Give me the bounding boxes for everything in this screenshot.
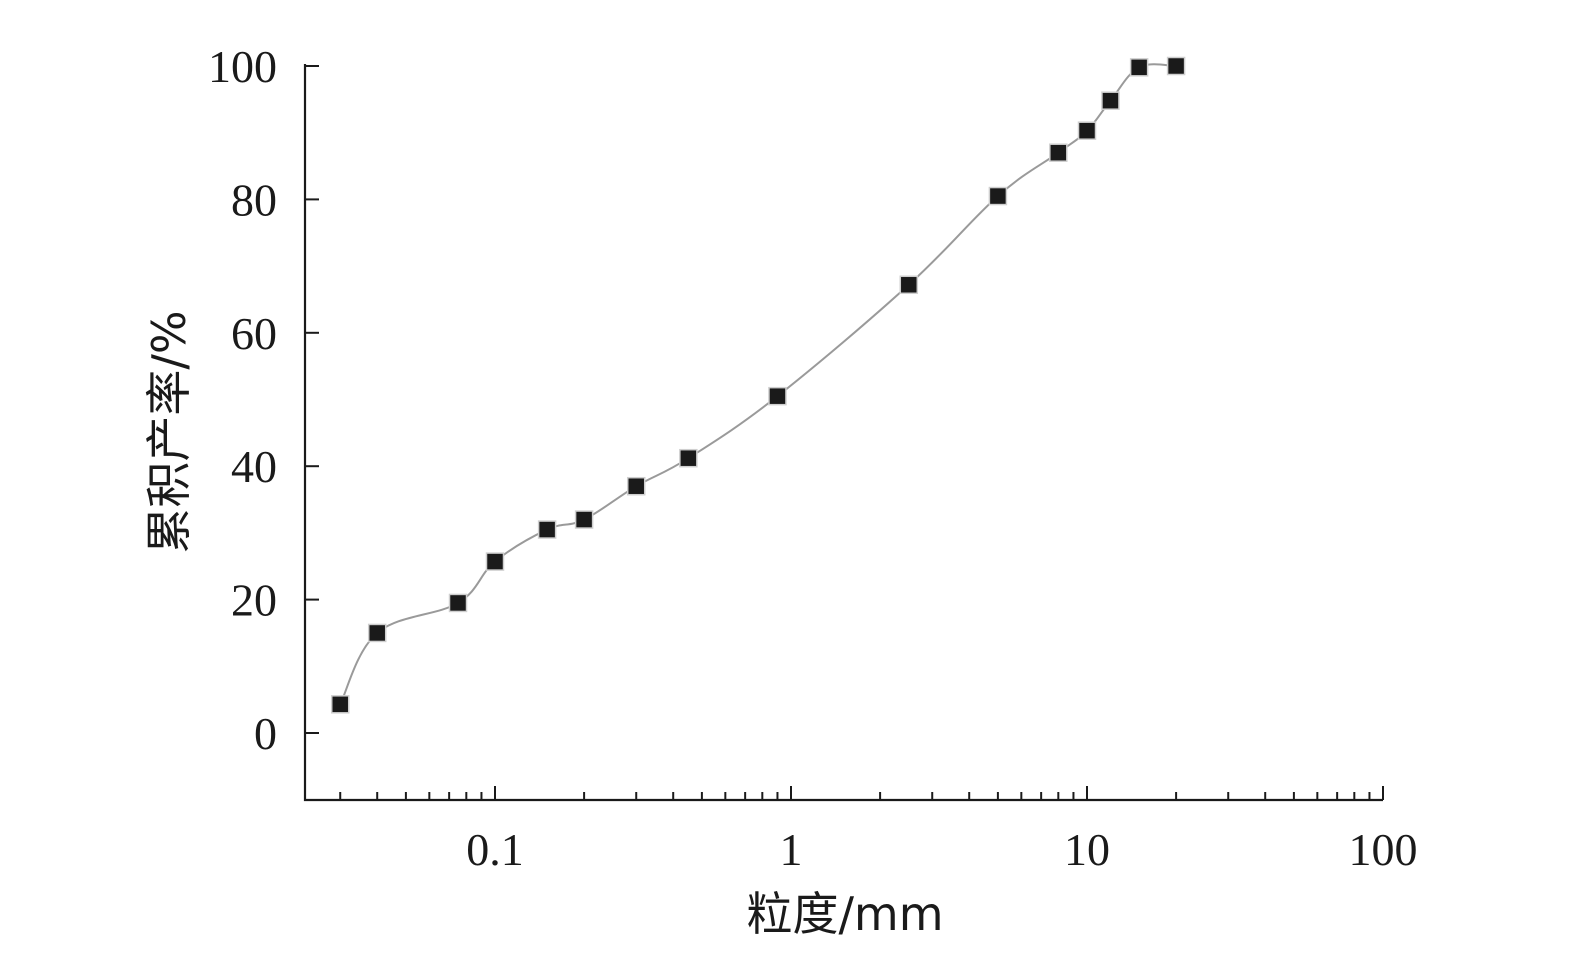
axes-frame (303, 64, 1383, 802)
data-point (1166, 56, 1186, 76)
data-point (574, 510, 594, 529)
data-point (1129, 58, 1149, 77)
y-tick-label: 100 (208, 41, 277, 92)
x-tick-label: 100 (1349, 824, 1418, 875)
data-point (367, 623, 387, 643)
x-tick-label: 10 (1064, 824, 1110, 875)
y-tick-label: 0 (254, 708, 277, 759)
y-tick-label: 20 (231, 575, 277, 626)
data-point (768, 386, 787, 406)
y-tick-label: 80 (231, 174, 277, 225)
y-tick-label: 60 (231, 308, 277, 359)
y-axis-title: 累积产率/% (142, 310, 196, 553)
data-point (626, 476, 646, 496)
data-point (1077, 121, 1097, 140)
data-point (1101, 91, 1120, 110)
x-tick-label: 0.1 (466, 824, 524, 875)
data-point (537, 520, 557, 539)
data-point (485, 552, 505, 571)
x-axis-title: 粒度/mm (746, 887, 943, 941)
data-point (448, 593, 468, 613)
data-point (679, 448, 698, 468)
y-tick-label: 40 (231, 441, 277, 492)
data-point (1049, 143, 1068, 162)
data-point (988, 186, 1008, 206)
plot-area: 0 20 40 60 80 100 0.1 1 10 100 (208, 41, 1418, 875)
data-point (330, 695, 350, 714)
data-point (899, 275, 919, 295)
x-tick-label: 1 (780, 824, 803, 875)
